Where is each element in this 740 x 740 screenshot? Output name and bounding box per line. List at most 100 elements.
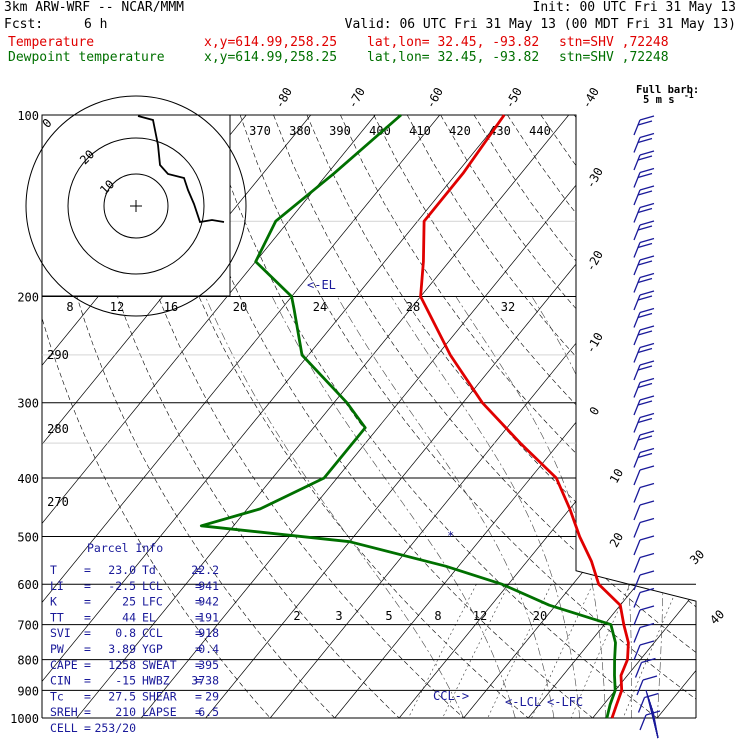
wind-barb-flag [637,277,653,284]
mixing-ratio-line [570,584,631,718]
temperature-tick: 10 [607,466,626,486]
wind-barb [633,434,641,451]
isotherm [527,115,696,718]
hodograph-speed-label: 32 [501,300,515,314]
wind-barb [633,522,641,538]
moist-adiabat [271,296,516,718]
isotherm [42,115,376,718]
mixing-ratio-label: 5 [385,609,392,623]
wind-barb-flag [639,552,655,559]
wind-barb [633,487,641,503]
temperature-latlon: lat,lon= 32.45, -93.82 [367,35,540,50]
wind-barb [633,399,641,416]
hodograph-trace [137,115,225,224]
wind-barb-flag [639,325,655,331]
parcel-info-cell: = [195,658,202,672]
hodograph-speed-label: 12 [110,300,124,314]
parcel-info-cell: SHEAR [142,689,177,703]
wind-barb-flag [637,347,653,354]
wind-barb-flag [639,185,655,191]
temperature-tick: 40 [707,607,727,627]
wind-barb [633,644,641,661]
parcel-info-cell: = [84,721,91,735]
wind-barb [633,329,641,346]
wind-barb [633,592,641,608]
wind-barb-flag [639,482,655,489]
wind-barb-flag [637,452,653,459]
dry-adiabat [674,115,696,718]
theta-e-label: 420 [449,124,471,138]
wind-barb [633,609,641,626]
hodograph-speed-label: 20 [233,300,247,314]
parcel-info-cell: 210 [115,705,136,719]
wind-barb [652,710,659,739]
theta-e-label: 410 [409,124,431,138]
parcel-info-cell: LAPSE [142,705,177,719]
ccl-marker: CCL-> [433,689,469,703]
wind-barb [633,294,641,311]
parcel-info-cell: 29 [205,689,219,703]
dewpoint-trace [199,113,617,719]
parcel-info-cell: EL [142,610,156,624]
temperature-trace [419,114,630,719]
lfc-marker: <-LFC [547,695,583,709]
wind-barb-flag [639,220,655,226]
parcel-info-cell: Tc [50,689,64,703]
parcel-info-cell: PW [50,642,64,656]
wind-barb [633,417,641,433]
mixing-ratio-label: 8 [434,609,441,623]
wind-barb-flag [639,132,655,139]
wind-barb-flag [639,237,655,244]
model-title: 3km ARW-WRF -- NCAR/MMM [4,0,185,15]
dry-adiabat [139,115,529,718]
pressure-label: 800 [17,654,39,668]
wind-barb-flag [639,342,655,349]
parcel-info-cell: = [84,674,91,688]
wind-barb-flag [637,365,653,371]
parcel-info-cell: 0.8 [115,626,136,640]
temperature-tick: -80 [272,85,295,111]
dry-adiabat [406,115,696,718]
wind-barb-flag [637,260,653,266]
wind-barb-flag [637,172,653,179]
wind-barb-flag [644,692,659,699]
pressure-label: 200 [17,291,39,305]
parcel-info-cell: = [195,705,202,719]
wind-barb [633,382,641,398]
parcel-info-cell: HWBZ [142,674,170,688]
dewpoint-coords: x,y=614.99,258.25 [204,50,338,65]
parcel-info-cell: = [195,563,202,577]
wind-barb [633,504,641,521]
sounding-traces: <-EL CCL-> <-LCL <-LFC * [199,113,630,719]
dry-adiabat [273,115,696,718]
pressure-label: 300 [17,397,39,411]
mixing-ratio-label: 3 [335,609,342,623]
temperature-tick: -40 [579,85,602,111]
temperature-station: stn=SHV ,72248 [559,35,669,50]
wind-barb [636,679,644,696]
wind-barb [633,137,641,153]
dry-adiabat [42,115,335,718]
parcel-info-cell: = [195,674,202,688]
dewpoint-latlon: lat,lon= 32.45, -93.82 [367,50,540,65]
dry-adiabat [473,115,696,718]
parcel-info-cell: 27.5 [108,689,136,703]
wind-barb-flag [637,417,653,424]
isotherm [398,115,696,718]
parcel-info-cell: 942 [198,595,219,609]
parcel-info-cell: = [195,579,202,593]
wind-barb-flag [639,377,655,384]
wind-barb [633,119,641,136]
wind-barb-flag [639,535,655,541]
parcel-info-cell: = [195,595,202,609]
dry-adiabat [607,115,696,718]
wind-barb-flag [637,137,653,144]
wind-barb-flag [637,382,653,389]
init-time: Init: 00 UTC Fri 31 May 13 [532,0,737,15]
wind-barb-flag [639,605,655,611]
wind-barb [633,557,641,573]
wind-barb [633,452,641,468]
isotherm [140,115,634,718]
